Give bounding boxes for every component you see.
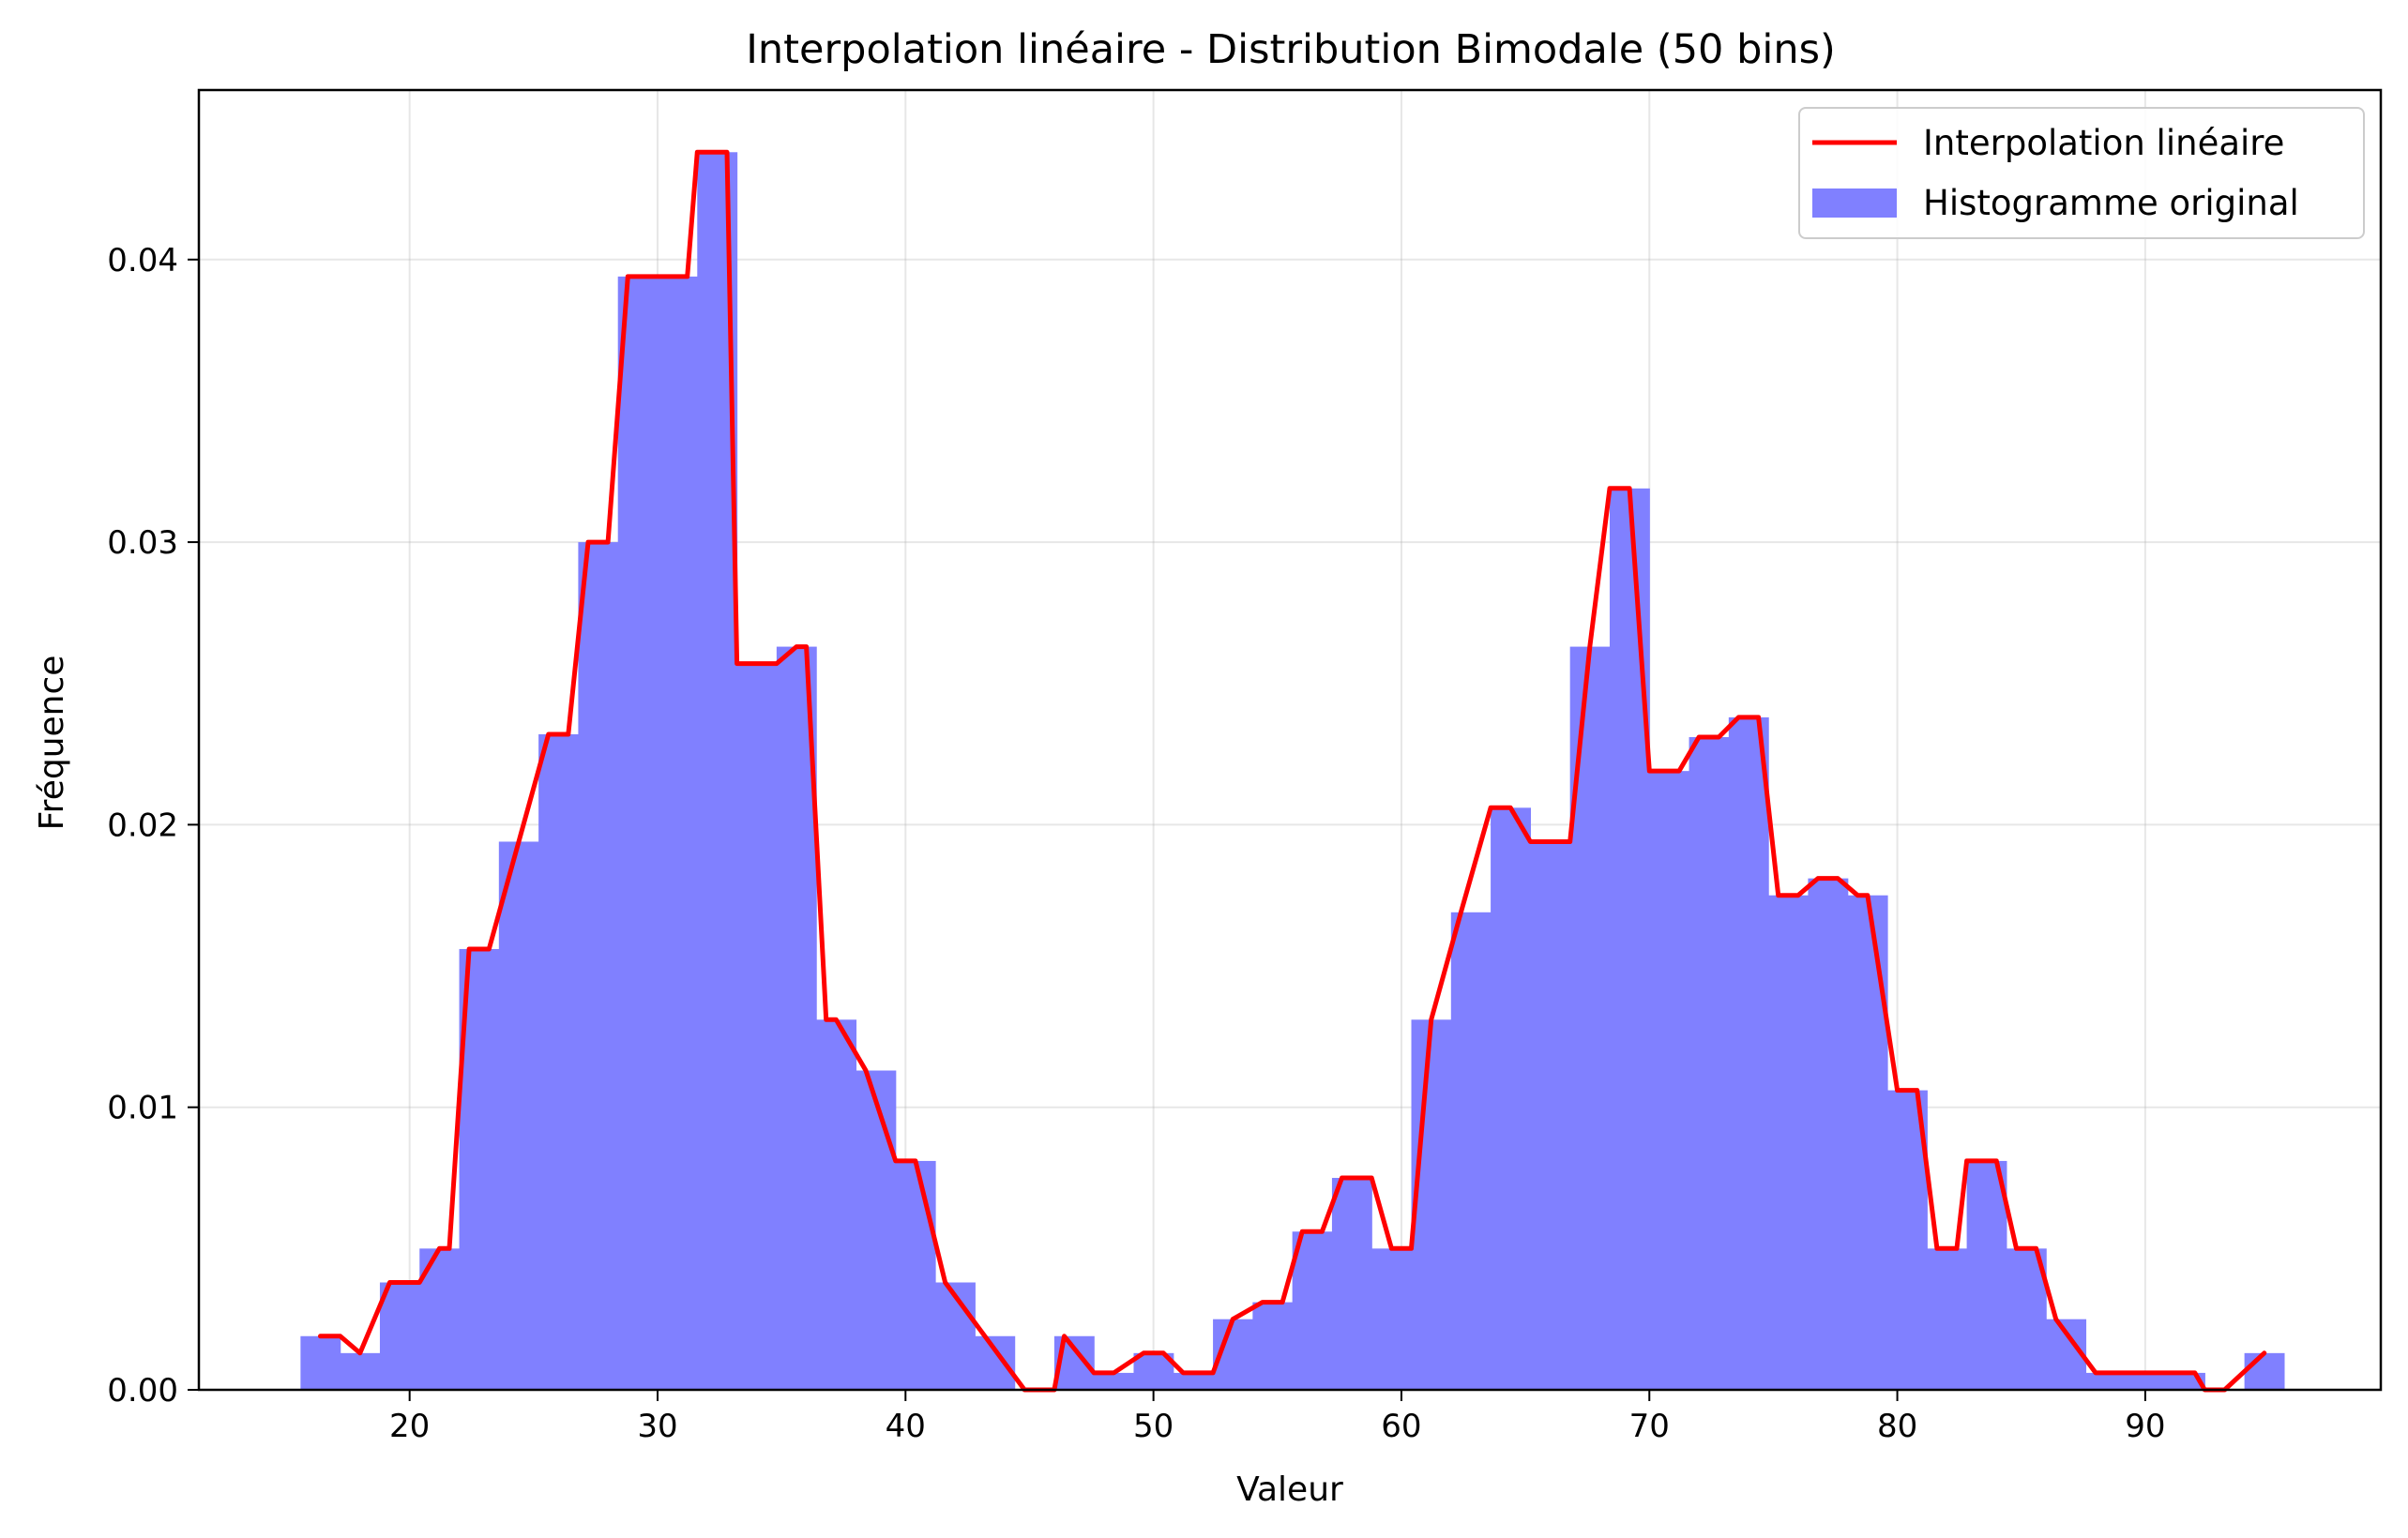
histogram-bar-25 (1292, 1231, 1333, 1390)
histogram-bar-28 (1411, 1019, 1452, 1390)
histogram-bar-45 (2085, 1372, 2127, 1390)
histogram-bar-16 (935, 1282, 976, 1390)
x-tick-label-2: 40 (886, 1408, 926, 1445)
legend-entry-line: Interpolation linéaire (1923, 123, 2284, 163)
x-tick-label-4: 60 (1381, 1408, 1421, 1445)
histogram-bar-12 (776, 646, 817, 1390)
histogram-bar-38 (1808, 878, 1849, 1390)
histogram-bar-32 (1569, 646, 1611, 1390)
histogram-bar-5 (498, 841, 539, 1390)
histogram-bar-29 (1450, 912, 1492, 1390)
histogram-bar-15 (895, 1160, 936, 1390)
histogram-bar-36 (1728, 716, 1769, 1390)
histogram-bar-40 (1887, 1090, 1928, 1390)
histogram-bar-14 (856, 1070, 897, 1390)
x-axis-ticks: 20 30 40 50 60 70 80 90 (389, 1390, 2166, 1445)
y-axis-ticks: 0.00 0.01 0.02 0.03 0.04 (107, 242, 199, 1410)
histogram-bar-8 (617, 276, 659, 1391)
y-tick-label-4: 0.04 (107, 242, 178, 279)
histogram-bar-26 (1331, 1178, 1372, 1390)
histogram-bar-7 (578, 542, 619, 1390)
interpolation-line (318, 149, 2267, 1393)
histogram-bar-41 (1927, 1248, 1968, 1390)
histogram-bar-2 (379, 1282, 420, 1390)
histogram-bar-22 (1173, 1372, 1214, 1390)
plot-frame (197, 88, 2383, 1392)
histogram-bar-17 (975, 1335, 1016, 1390)
histogram-bar-20 (1094, 1372, 1135, 1390)
legend-bar-swatch (1812, 188, 1897, 218)
histogram-bar-27 (1371, 1248, 1413, 1390)
y-tick-label-3: 0.03 (107, 524, 178, 562)
histogram-bar-46 (2125, 1372, 2166, 1390)
legend-entry-histogram: Histogramme original (1923, 183, 2299, 223)
histogram-bar-9 (657, 276, 698, 1391)
legend-box (1798, 107, 2365, 239)
histogram-bar-30 (1491, 807, 1531, 1390)
histogram-bar-24 (1252, 1302, 1294, 1390)
x-tick-label-1: 30 (637, 1408, 677, 1445)
x-tick-label-7: 90 (2125, 1408, 2165, 1445)
histogram-bar-0 (300, 1335, 341, 1390)
histogram-bar-42 (1966, 1160, 2007, 1390)
x-tick-label-6: 80 (1877, 1408, 1917, 1445)
histogram-bar-37 (1768, 895, 1810, 1390)
histogram-bar-49 (2244, 1352, 2285, 1390)
histogram-bar-1 (340, 1352, 381, 1390)
y-tick-label-1: 0.01 (107, 1090, 178, 1127)
legend: Interpolation linéaire Histogramme origi… (1798, 107, 2365, 239)
histogram-bar-33 (1609, 488, 1650, 1390)
histogram-bar-43 (2006, 1248, 2047, 1390)
y-axis-label: Fréquence (33, 656, 71, 831)
x-tick-label-3: 50 (1133, 1408, 1174, 1445)
histogram-bar-31 (1530, 841, 1571, 1390)
x-axis-label: Valeur (1236, 1470, 1343, 1509)
chart-title: Interpolation linéaire - Distribution Bi… (746, 26, 1836, 73)
histogram-bar-34 (1649, 771, 1690, 1390)
x-tick-label-5: 70 (1629, 1408, 1670, 1445)
x-tick-label-0: 20 (389, 1408, 430, 1445)
y-tick-label-0: 0.00 (107, 1372, 178, 1410)
histogram-bar-39 (1847, 895, 1888, 1390)
histogram-bar-35 (1689, 736, 1730, 1390)
histogram-bar-11 (736, 663, 778, 1390)
histogram-bars (300, 152, 2285, 1391)
histogram-bar-13 (816, 1019, 857, 1390)
y-tick-label-2: 0.02 (107, 807, 178, 844)
histogram-bar-6 (538, 733, 580, 1390)
